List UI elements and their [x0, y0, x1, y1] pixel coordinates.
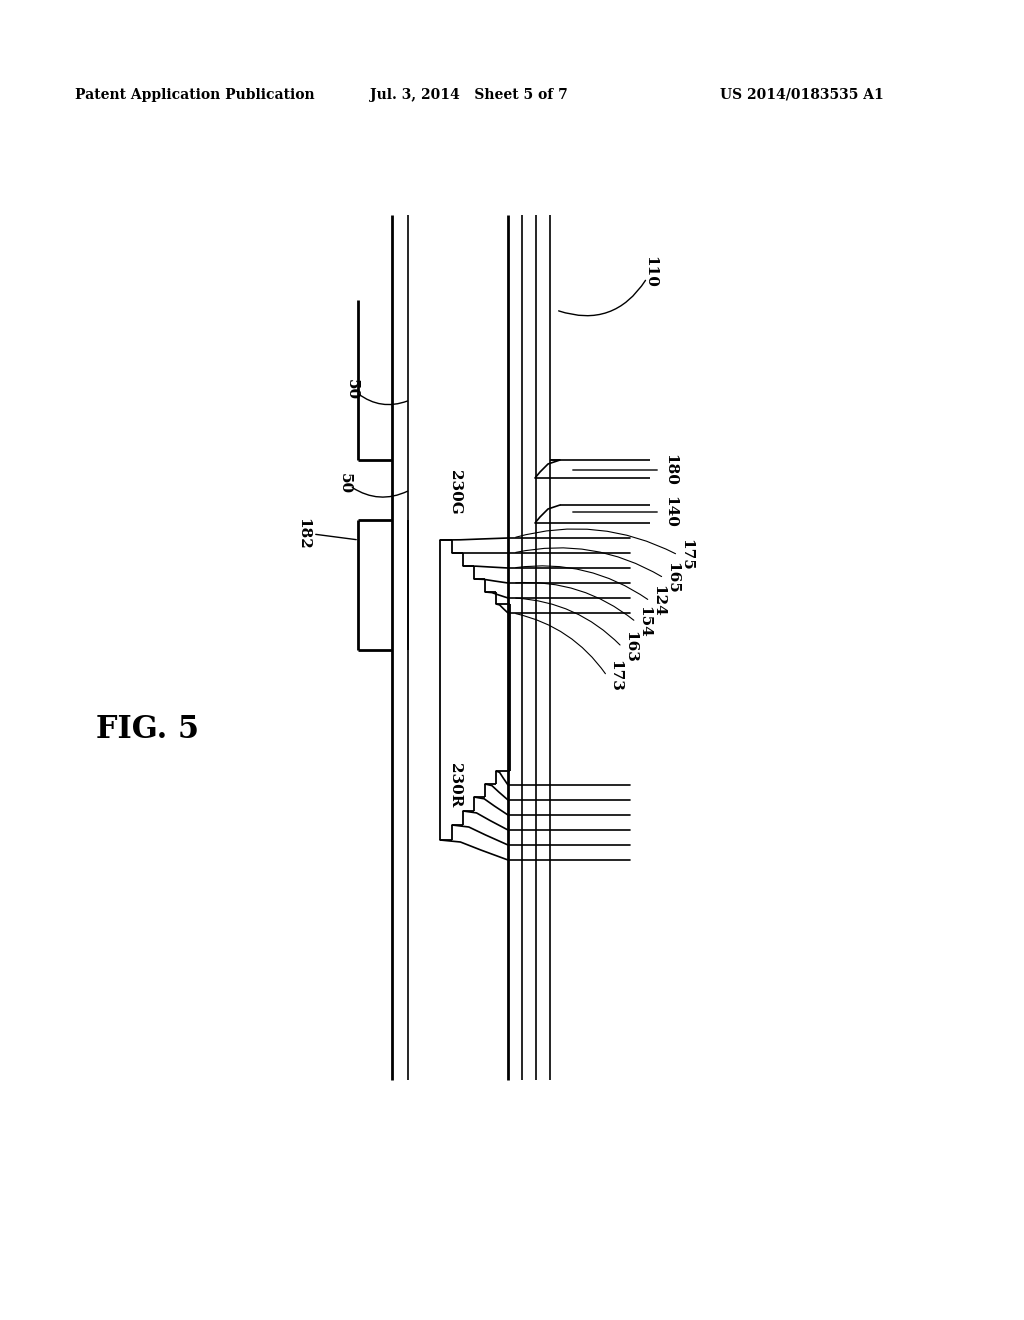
- Text: 175: 175: [679, 539, 693, 570]
- Text: 230G: 230G: [449, 470, 462, 515]
- Text: 230R: 230R: [449, 763, 462, 808]
- Text: 165: 165: [665, 562, 679, 594]
- Text: 173: 173: [608, 660, 622, 692]
- Text: 182: 182: [296, 519, 310, 550]
- Text: Patent Application Publication: Patent Application Publication: [75, 88, 314, 102]
- Text: 124: 124: [651, 585, 665, 616]
- Text: 163: 163: [623, 631, 637, 663]
- Text: US 2014/0183535 A1: US 2014/0183535 A1: [720, 88, 884, 102]
- Text: 140: 140: [663, 496, 677, 528]
- Text: Jul. 3, 2014   Sheet 5 of 7: Jul. 3, 2014 Sheet 5 of 7: [370, 88, 567, 102]
- Text: 180: 180: [663, 454, 677, 486]
- Text: 50: 50: [345, 379, 359, 400]
- Text: 50: 50: [338, 474, 352, 495]
- Text: FIG. 5: FIG. 5: [96, 714, 200, 746]
- Text: 110: 110: [643, 256, 657, 288]
- Text: 154: 154: [637, 606, 651, 638]
